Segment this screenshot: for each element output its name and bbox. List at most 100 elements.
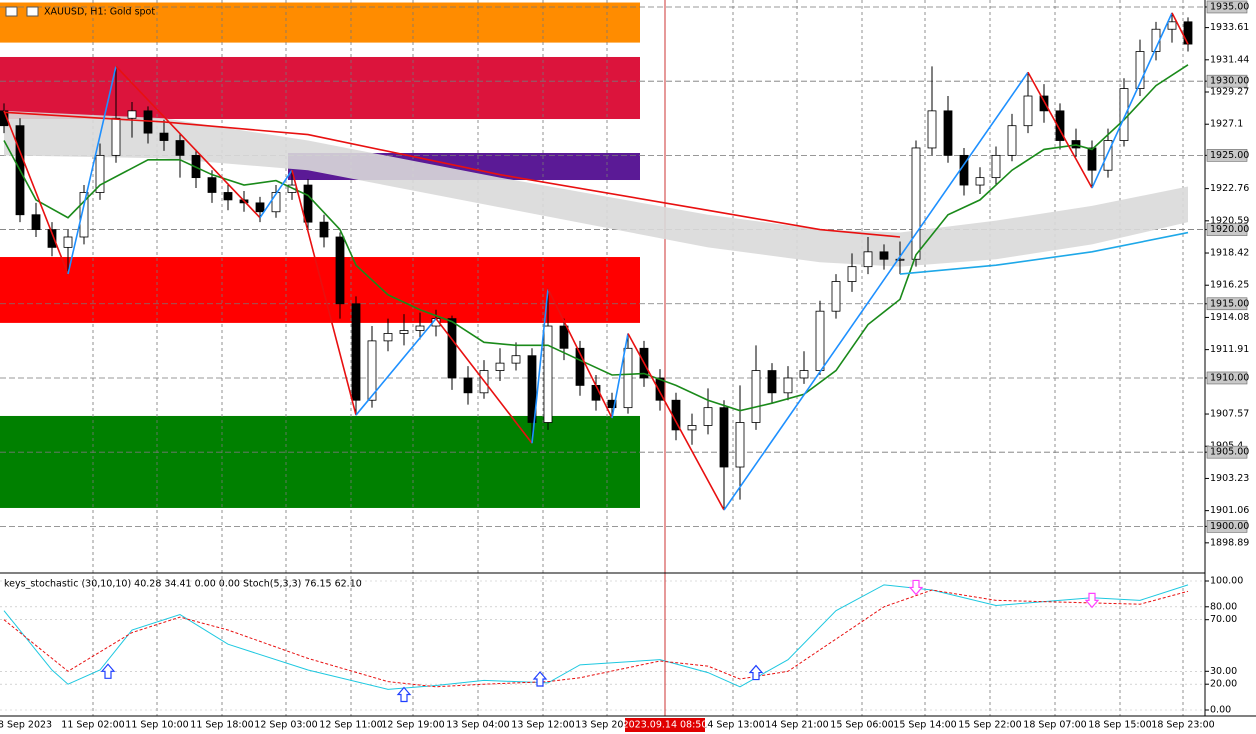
candle-body — [559, 325, 569, 349]
x-tick-label: 14 Sep 21:00 — [765, 720, 828, 731]
y-tick-label: 1927.1 — [1210, 119, 1243, 130]
candle-body — [767, 370, 777, 394]
candle-body — [95, 154, 105, 193]
candle-body — [111, 117, 121, 156]
candle-body — [415, 325, 425, 331]
moving-average — [899, 231, 1189, 275]
y-tick-label: 1935.00 — [1210, 1, 1249, 12]
y-tick-label: 100.00 — [1210, 575, 1243, 586]
zigzag-segment — [531, 288, 549, 444]
candle-body — [991, 154, 1001, 179]
signal-arrow — [396, 686, 412, 703]
candle-body — [911, 147, 921, 260]
candle-body — [79, 192, 89, 238]
plot — [0, 0, 1193, 716]
chart-title: XAUUSD, H1: Gold spot — [44, 7, 155, 18]
y-tick-label: 0.00 — [1210, 704, 1231, 715]
candle-body — [751, 370, 761, 423]
zigzag-segment — [435, 318, 533, 444]
level-box — [1206, 445, 1248, 459]
candle-body — [1087, 147, 1097, 171]
zone — [0, 2, 640, 43]
candle-body — [879, 251, 889, 260]
x-tick-label: 11 Sep 10:00 — [125, 720, 188, 731]
y-tick-label: 1905.00 — [1210, 447, 1249, 458]
stochastic-line — [3, 589, 1189, 688]
signal-arrow — [748, 664, 764, 681]
y-tick-label: 1903.23 — [1210, 473, 1249, 484]
signal-arrow — [908, 579, 924, 596]
zigzag-segment — [627, 333, 725, 511]
x-tick-label: 11 Sep 18:00 — [190, 720, 253, 731]
y-tick-label: 1920.00 — [1210, 224, 1249, 235]
x-tick-label: 18 Sep 07:00 — [1023, 720, 1086, 731]
candle-body — [1007, 125, 1017, 156]
y-tick-label: 1930.00 — [1210, 76, 1249, 87]
candle-body — [223, 192, 233, 201]
candle-body — [655, 377, 665, 401]
candle-body — [703, 407, 713, 426]
zigzag-segment — [3, 110, 69, 275]
candle-body — [351, 303, 361, 401]
candle-body — [319, 221, 329, 238]
y-tick-label: 1916.25 — [1210, 280, 1249, 291]
x-tick-label: 18 Sep 23:00 — [1151, 720, 1214, 731]
candle-body — [1055, 110, 1065, 141]
icon — [26, 6, 39, 17]
y-tick-label: 1915.00 — [1210, 298, 1249, 309]
candle-body — [1039, 95, 1049, 112]
candle-body — [943, 110, 953, 156]
zigzag-segment — [1091, 12, 1173, 189]
candle-body — [63, 236, 73, 248]
zone — [0, 415, 640, 508]
candle-body — [799, 370, 809, 379]
moving-average — [3, 111, 901, 238]
y-tick-label: 1933.61 — [1210, 22, 1249, 33]
zones — [0, 2, 640, 508]
level-box — [1206, 297, 1248, 311]
y-tick-label: 1910.00 — [1210, 372, 1249, 383]
candle-body — [735, 422, 745, 468]
x-tick-label: 18 Sep 15:00 — [1088, 720, 1151, 731]
zigzag-segment — [291, 170, 357, 416]
candle-body — [975, 177, 985, 186]
candle-body — [511, 355, 521, 364]
x-tick-label: 11 Sep 02:00 — [61, 720, 124, 731]
y-tick-label: 1900.00 — [1210, 521, 1249, 532]
x-tick-label: 12 Sep 11:00 — [319, 720, 382, 731]
candle-body — [335, 236, 345, 305]
candle-body — [271, 192, 281, 213]
x-tick-label: 12 Sep 03:00 — [254, 720, 317, 731]
candle-body — [1183, 21, 1193, 45]
icon — [5, 6, 18, 17]
candle-body — [127, 110, 137, 119]
x-tick-label: 13 Sep 20:00 — [575, 720, 638, 731]
signal-arrow — [532, 671, 548, 687]
candle-body — [159, 132, 169, 141]
x-tick-label: 8 Sep 2023 — [0, 720, 52, 731]
zigzag-segment — [115, 65, 261, 219]
candle-body — [47, 229, 57, 248]
y-tick-label: 1925.00 — [1210, 150, 1249, 161]
x-tick-label: 15 Sep 06:00 — [830, 720, 893, 731]
zigzag-segment — [259, 169, 293, 219]
ma-envelope — [4, 110, 1188, 267]
indicator-label: keys_stochastic (30,10,10) 40.28 34.41 0… — [4, 579, 362, 590]
y-tick-label: 1920.59 — [1210, 215, 1249, 226]
level-box — [1206, 371, 1248, 385]
y-tick-label: 1901.06 — [1210, 505, 1249, 516]
candle-body — [175, 140, 185, 156]
level-box — [1206, 520, 1248, 533]
y-tick-label: 1898.89 — [1210, 537, 1249, 548]
zigzag-segment — [355, 318, 437, 416]
candle-body — [607, 399, 617, 409]
candle-body — [1103, 140, 1113, 171]
y-tick-label: 1907.57 — [1210, 409, 1249, 420]
y-tick-label: 1931.44 — [1210, 54, 1249, 65]
candle-body — [623, 347, 633, 409]
symbol-header: XAUUSD, H1: Gold spot — [5, 6, 155, 18]
y-tick-label: 20.00 — [1210, 679, 1237, 690]
candle-body — [783, 377, 793, 394]
